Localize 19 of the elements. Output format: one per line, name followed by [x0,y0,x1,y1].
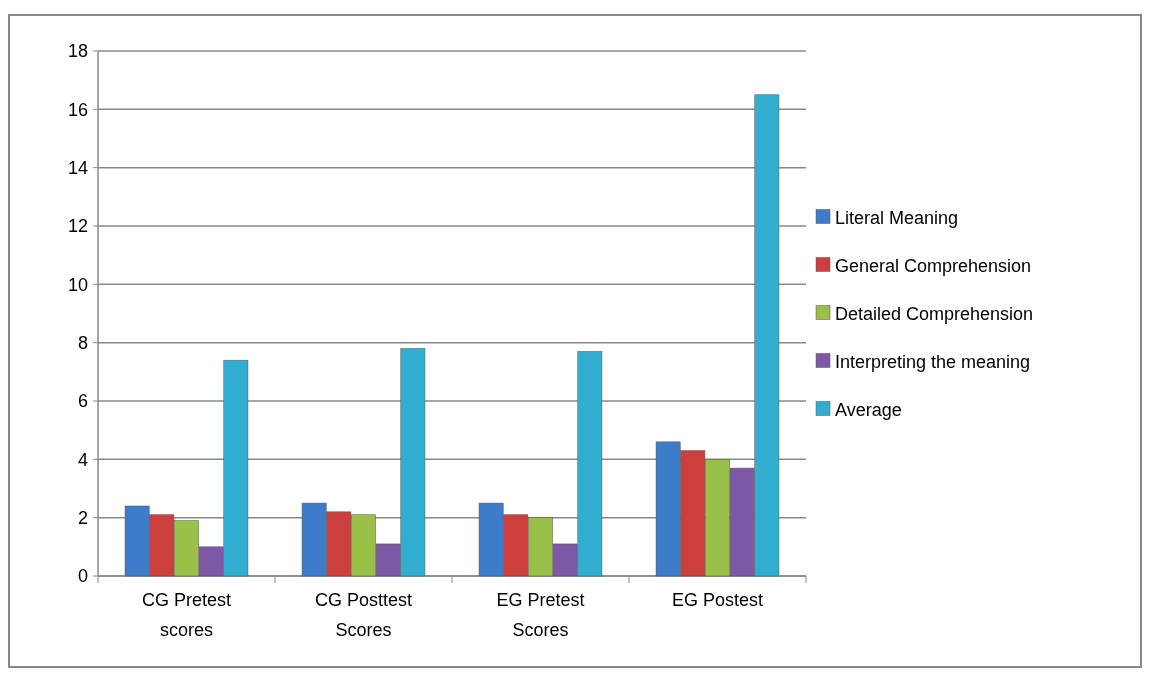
y-tick-label: 6 [77,391,88,412]
legend-label: Literal Meaning [835,207,959,228]
y-tick-label: 2 [77,507,88,528]
y-tick-label: 8 [77,332,88,353]
x-tick-label: CG Pretest scores [141,590,232,640]
y-tick-label: 0 [77,566,88,587]
y-tick-label: 14 [67,157,88,178]
y-tick-label: 4 [77,449,88,470]
x-tick-label: EG Pretest Scores [496,590,585,640]
x-tick-label: CG Posttest Scores [314,590,413,640]
y-tick-label: 12 [67,216,88,237]
legend-label: Average [835,399,902,420]
legend-label: Interpreting the meaning [835,351,1031,372]
x-tick-label: EG Postest [671,590,764,610]
y-tick-label: 10 [67,274,88,295]
y-tick-label: 18 [67,41,88,62]
y-tick-label: 16 [67,99,88,120]
legend-label: Detailed Comprehension [835,303,1034,324]
legend-label: General Comprehension [835,255,1032,276]
